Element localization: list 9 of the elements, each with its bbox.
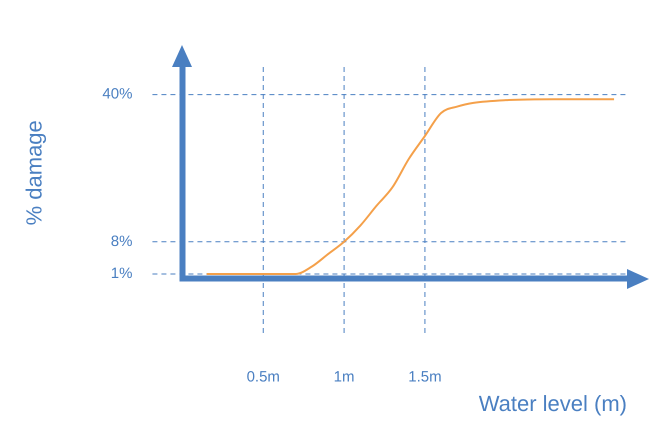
y-tick-label: 8% xyxy=(110,232,132,250)
x-tick-label: 1m xyxy=(334,368,355,386)
y-axis-title: % damage xyxy=(21,120,46,226)
line-series xyxy=(206,98,616,275)
y-tick-label: 40% xyxy=(102,86,132,103)
x-tick-label: 0.5m xyxy=(246,368,280,386)
y-tick-label: 1% xyxy=(110,265,132,282)
x-axis-title: Water level (m) xyxy=(478,390,627,416)
x-tick-label: 1.5m xyxy=(408,368,442,386)
